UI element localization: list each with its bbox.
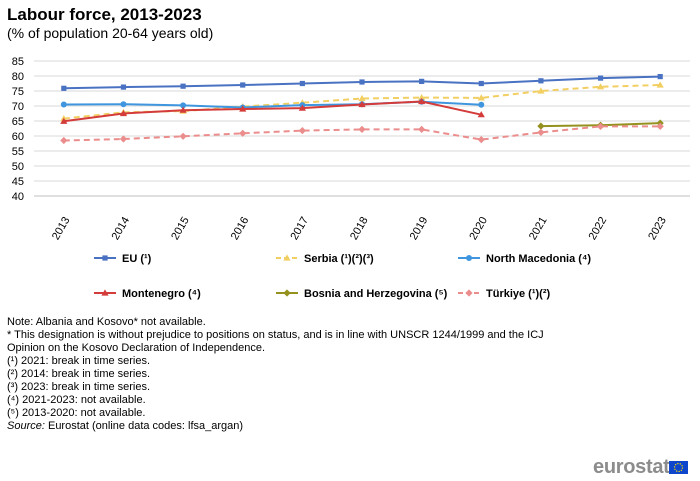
legend-label-north-macedonia: North Macedonia (⁴) [486,253,591,265]
legend-marker-serbia [283,254,291,261]
data-point-eu [657,74,663,80]
series-line-montenegro [63,100,482,123]
data-point-eu [538,78,544,84]
data-point-eu [478,80,484,87]
legend-marker-montenegro [101,289,109,296]
data-point-serbia [537,87,545,94]
y-tick-label: 85 [12,56,24,68]
note-line: * This designation is without prejudice … [7,329,544,341]
notes-block: Note: Albania and Kosovo* not available.… [7,316,607,433]
data-point-t-rkiye [298,127,306,135]
x-tick-label: 2013 [50,215,73,242]
data-point-eu [359,79,365,85]
data-point-eu [240,82,246,88]
data-point-montenegro [179,106,187,113]
data-point-serbia [358,94,366,102]
legend-label-bosnia-and-herzegovina: Bosnia and Herzegovina (⁵) [304,288,448,300]
data-point-montenegro [60,117,68,124]
data-point-eu [419,78,425,84]
y-tick-label: 55 [12,146,24,158]
x-tick-label: 2018 [348,215,371,242]
note-line: (²) 2014: break in time series. [7,368,151,380]
y-tick-label: 70 [12,101,24,113]
data-point-t-rkiye [418,125,426,133]
legend-marker-north-macedonia [466,255,472,261]
data-point-t-rkiye [239,129,247,137]
x-tick-label: 2020 [467,215,490,242]
data-point-serbia [596,83,605,90]
x-tick-label: 2021 [527,215,550,242]
x-tick-label: 2022 [587,215,610,242]
note-line: (¹) 2021: break in time series. [7,355,151,367]
data-point-t-rkiye [179,132,187,140]
note-line: Opinion on the Kosovo Declaration of Ind… [7,342,266,354]
data-point-montenegro [119,109,128,117]
legend-label-serbia: Serbia (¹)(²)(³) [304,253,374,265]
data-point-montenegro [418,97,426,105]
x-tick-label: 2014 [110,215,133,242]
data-point-eu [299,80,305,87]
data-point-serbia [656,81,664,88]
y-tick-label: 65 [12,116,24,128]
data-point-serbia [418,94,426,101]
eu-flag-icon [669,461,688,474]
data-point-t-rkiye [656,122,664,130]
y-tick-label: 80 [12,71,24,83]
data-point-eu [597,75,604,81]
y-tick-label: 75 [12,86,24,98]
data-point-montenegro [477,111,485,118]
data-point-eu [180,83,186,89]
note-line: (⁵) 2013-2020: not available. [7,407,146,419]
legend-marker-t-rkiye [465,289,473,297]
data-point-north-macedonia [180,102,187,109]
x-tick-label: 2017 [288,215,311,242]
source-line: Source: Eurostat (online data codes: lfs… [7,420,607,433]
note-line: (⁴) 2021-2023: not available. [7,394,146,406]
data-point-montenegro [298,104,306,111]
data-point-north-macedonia [60,101,67,108]
data-point-t-rkiye [477,136,485,144]
data-point-bosnia-and-herzegovina [537,122,545,130]
legend-label-eu: EU (¹) [122,253,152,265]
data-point-t-rkiye [537,128,545,136]
x-tick-label: 2019 [408,215,431,242]
data-point-eu [61,85,67,91]
source-label: Source: [7,420,45,432]
line-chart: 40 45 50 55 60 65 70 75 80 85 2013 2014 2015 2016 2017… [12,56,690,300]
x-tick-label: 2015 [169,215,192,242]
data-point-serbia [477,94,485,101]
data-point-north-macedonia [478,101,485,108]
legend-label-t-rkiye: Türkiye (¹)(²) [486,288,551,300]
x-tick-label: 2023 [646,215,669,242]
data-point-t-rkiye [119,135,128,143]
legend-label-montenegro: Montenegro (⁴) [122,288,201,300]
data-point-t-rkiye [596,122,605,130]
eurostat-logo: eurostat [593,456,670,478]
legend-marker-bosnia-and-herzegovina [283,289,291,297]
y-tick-label: 45 [12,176,24,188]
source-text: Eurostat (online data codes: lfsa_argan) [44,420,244,432]
data-point-montenegro [239,105,247,112]
y-tick-label: 50 [12,161,24,173]
legend-marker-eu [102,255,108,261]
note-line: (³) 2023: break in time series. [7,381,151,393]
note-line: Note: Albania and Kosovo* not available. [7,316,206,328]
x-tick-label: 2016 [229,215,252,242]
chart-title: Labour force, 2013-2023 [7,5,202,24]
data-point-t-rkiye [60,136,68,145]
data-point-t-rkiye [358,125,366,133]
data-point-north-macedonia [120,101,127,108]
chart-subtitle: (% of population 20-64 years old) [7,25,214,41]
y-tick-label: 40 [12,191,24,203]
data-point-eu [120,84,127,90]
y-tick-label: 60 [12,131,24,143]
series-line-north-macedonia [63,100,482,109]
data-point-montenegro [358,100,366,108]
